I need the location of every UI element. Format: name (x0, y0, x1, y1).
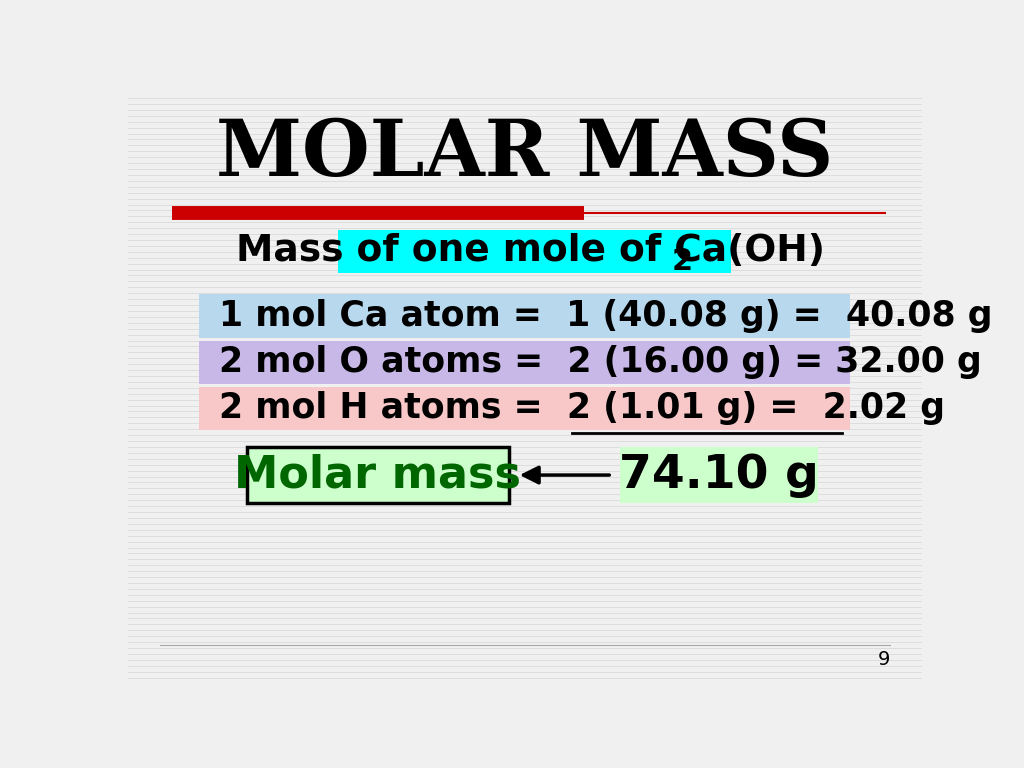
Text: 1 mol Ca atom =  1 (40.08 g) =  40.08 g: 1 mol Ca atom = 1 (40.08 g) = 40.08 g (219, 299, 992, 333)
Text: Mass of one mole of Ca(OH): Mass of one mole of Ca(OH) (237, 233, 825, 270)
Text: 2 mol O atoms =  2 (16.00 g) = 32.00 g: 2 mol O atoms = 2 (16.00 g) = 32.00 g (219, 345, 982, 379)
Text: 2: 2 (672, 247, 693, 276)
Text: 74.10 g: 74.10 g (620, 452, 819, 498)
Text: 2 mol H atoms =  2 (1.01 g) =  2.02 g: 2 mol H atoms = 2 (1.01 g) = 2.02 g (219, 391, 945, 425)
Text: Molar mass: Molar mass (234, 454, 521, 497)
FancyBboxPatch shape (200, 386, 850, 430)
FancyBboxPatch shape (247, 447, 509, 503)
Text: MOLAR MASS: MOLAR MASS (216, 116, 834, 192)
FancyBboxPatch shape (200, 294, 850, 338)
FancyBboxPatch shape (620, 447, 818, 503)
Text: 9: 9 (878, 650, 890, 669)
FancyBboxPatch shape (200, 340, 850, 384)
FancyBboxPatch shape (338, 230, 731, 273)
